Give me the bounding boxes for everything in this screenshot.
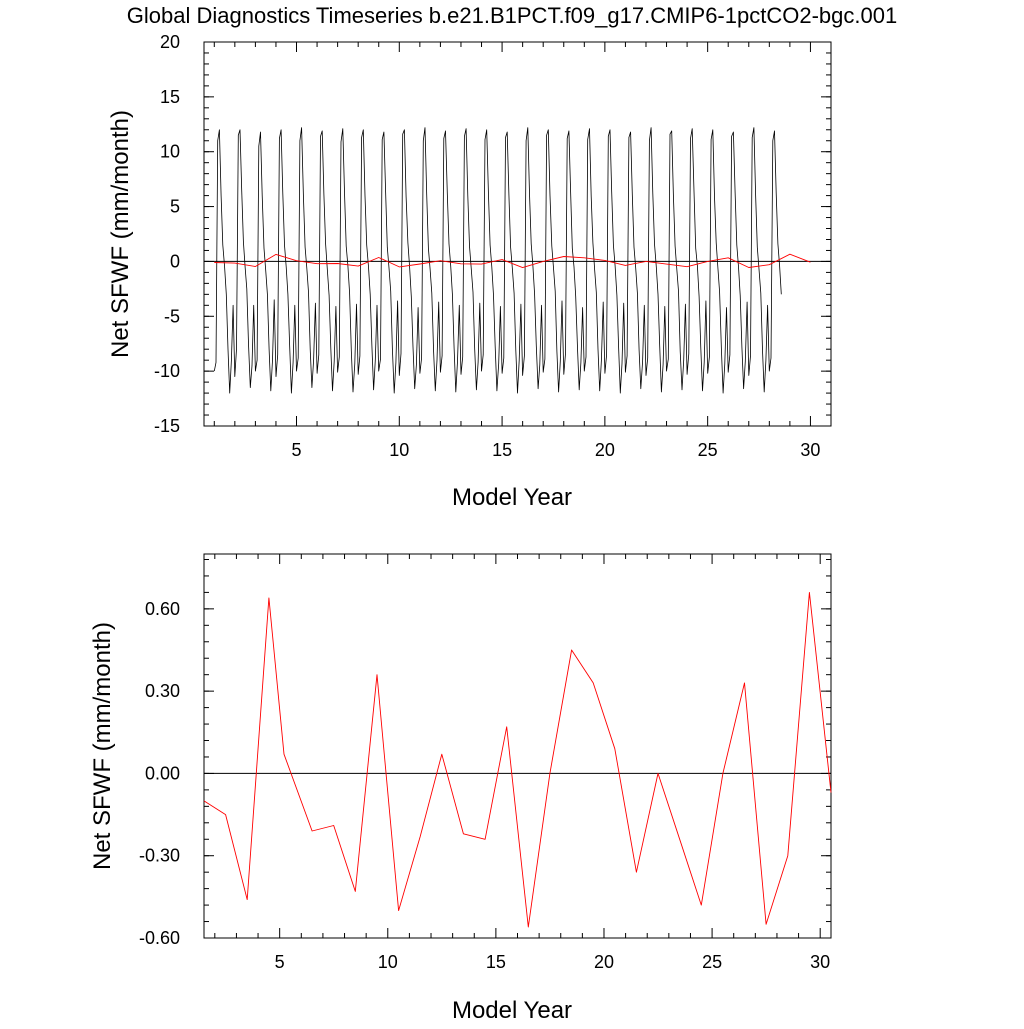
bottom-y-tick-label: -0.30 [139,846,180,866]
top-x-tick-label: 30 [800,440,820,460]
top-x-tick-labels: 5 10 15 20 25 30 [292,440,821,460]
bottom-y-tick-label: 0.60 [145,599,180,619]
bottom-x-tick-labels: 5 10 15 20 25 30 [275,952,831,972]
bottom-x-axis-label: Model Year [452,997,572,1024]
top-y-tick-label: -15 [154,416,180,436]
top-y-tick-label: -10 [154,361,180,381]
bottom-panel: 5 10 15 20 25 30 -0.60 -0.30 0.00 0.30 0.60 Model… [89,553,832,1024]
bottom-x-tick-label: 25 [702,952,722,972]
top-y-tick-label: -5 [164,306,180,326]
top-x-tick-label: 10 [389,440,409,460]
bottom-series-red-line [203,591,832,928]
bottom-y-tick-labels: -0.60 -0.30 0.00 0.30 0.60 [139,599,180,948]
top-series-black-line [213,127,782,394]
top-series-group [213,127,811,394]
top-x-axis-label: Model Year [452,484,572,511]
bottom-y-tick-label: -0.60 [139,928,180,948]
bottom-x-tick-label: 5 [275,952,285,972]
bottom-y-tick-label: 0.30 [145,681,180,701]
bottom-tick-marks [204,554,831,939]
bottom-y-axis-label: Net SFWF (mm/month) [89,622,116,870]
top-y-tick-label: 10 [160,142,180,162]
top-x-tick-label: 20 [595,440,615,460]
bottom-x-tick-label: 20 [594,952,614,972]
top-plot-frame [203,41,832,427]
bottom-x-tick-label: 15 [486,952,506,972]
top-x-tick-label: 15 [492,440,512,460]
bottom-series-group [203,591,832,928]
top-y-axis-label: Net SFWF (mm/month) [107,110,134,358]
bottom-plot-frame [203,553,832,939]
top-tick-marks [204,41,832,427]
figure-title: Global Diagnostics Timeseries b.e21.B1PC… [127,3,897,28]
top-series-red-line [214,253,811,269]
top-x-tick-label: 25 [698,440,718,460]
top-y-tick-label: 5 [170,197,180,217]
top-x-tick-label: 5 [292,440,302,460]
bottom-x-tick-label: 30 [810,952,830,972]
top-y-tick-label: 20 [160,32,180,52]
bottom-x-tick-label: 10 [378,952,398,972]
bottom-y-tick-label: 0.00 [145,763,180,783]
top-y-tick-labels: -15 -10 -5 0 5 10 15 20 [154,32,180,436]
top-y-tick-label: 15 [160,87,180,107]
top-y-tick-label: 0 [170,251,180,271]
